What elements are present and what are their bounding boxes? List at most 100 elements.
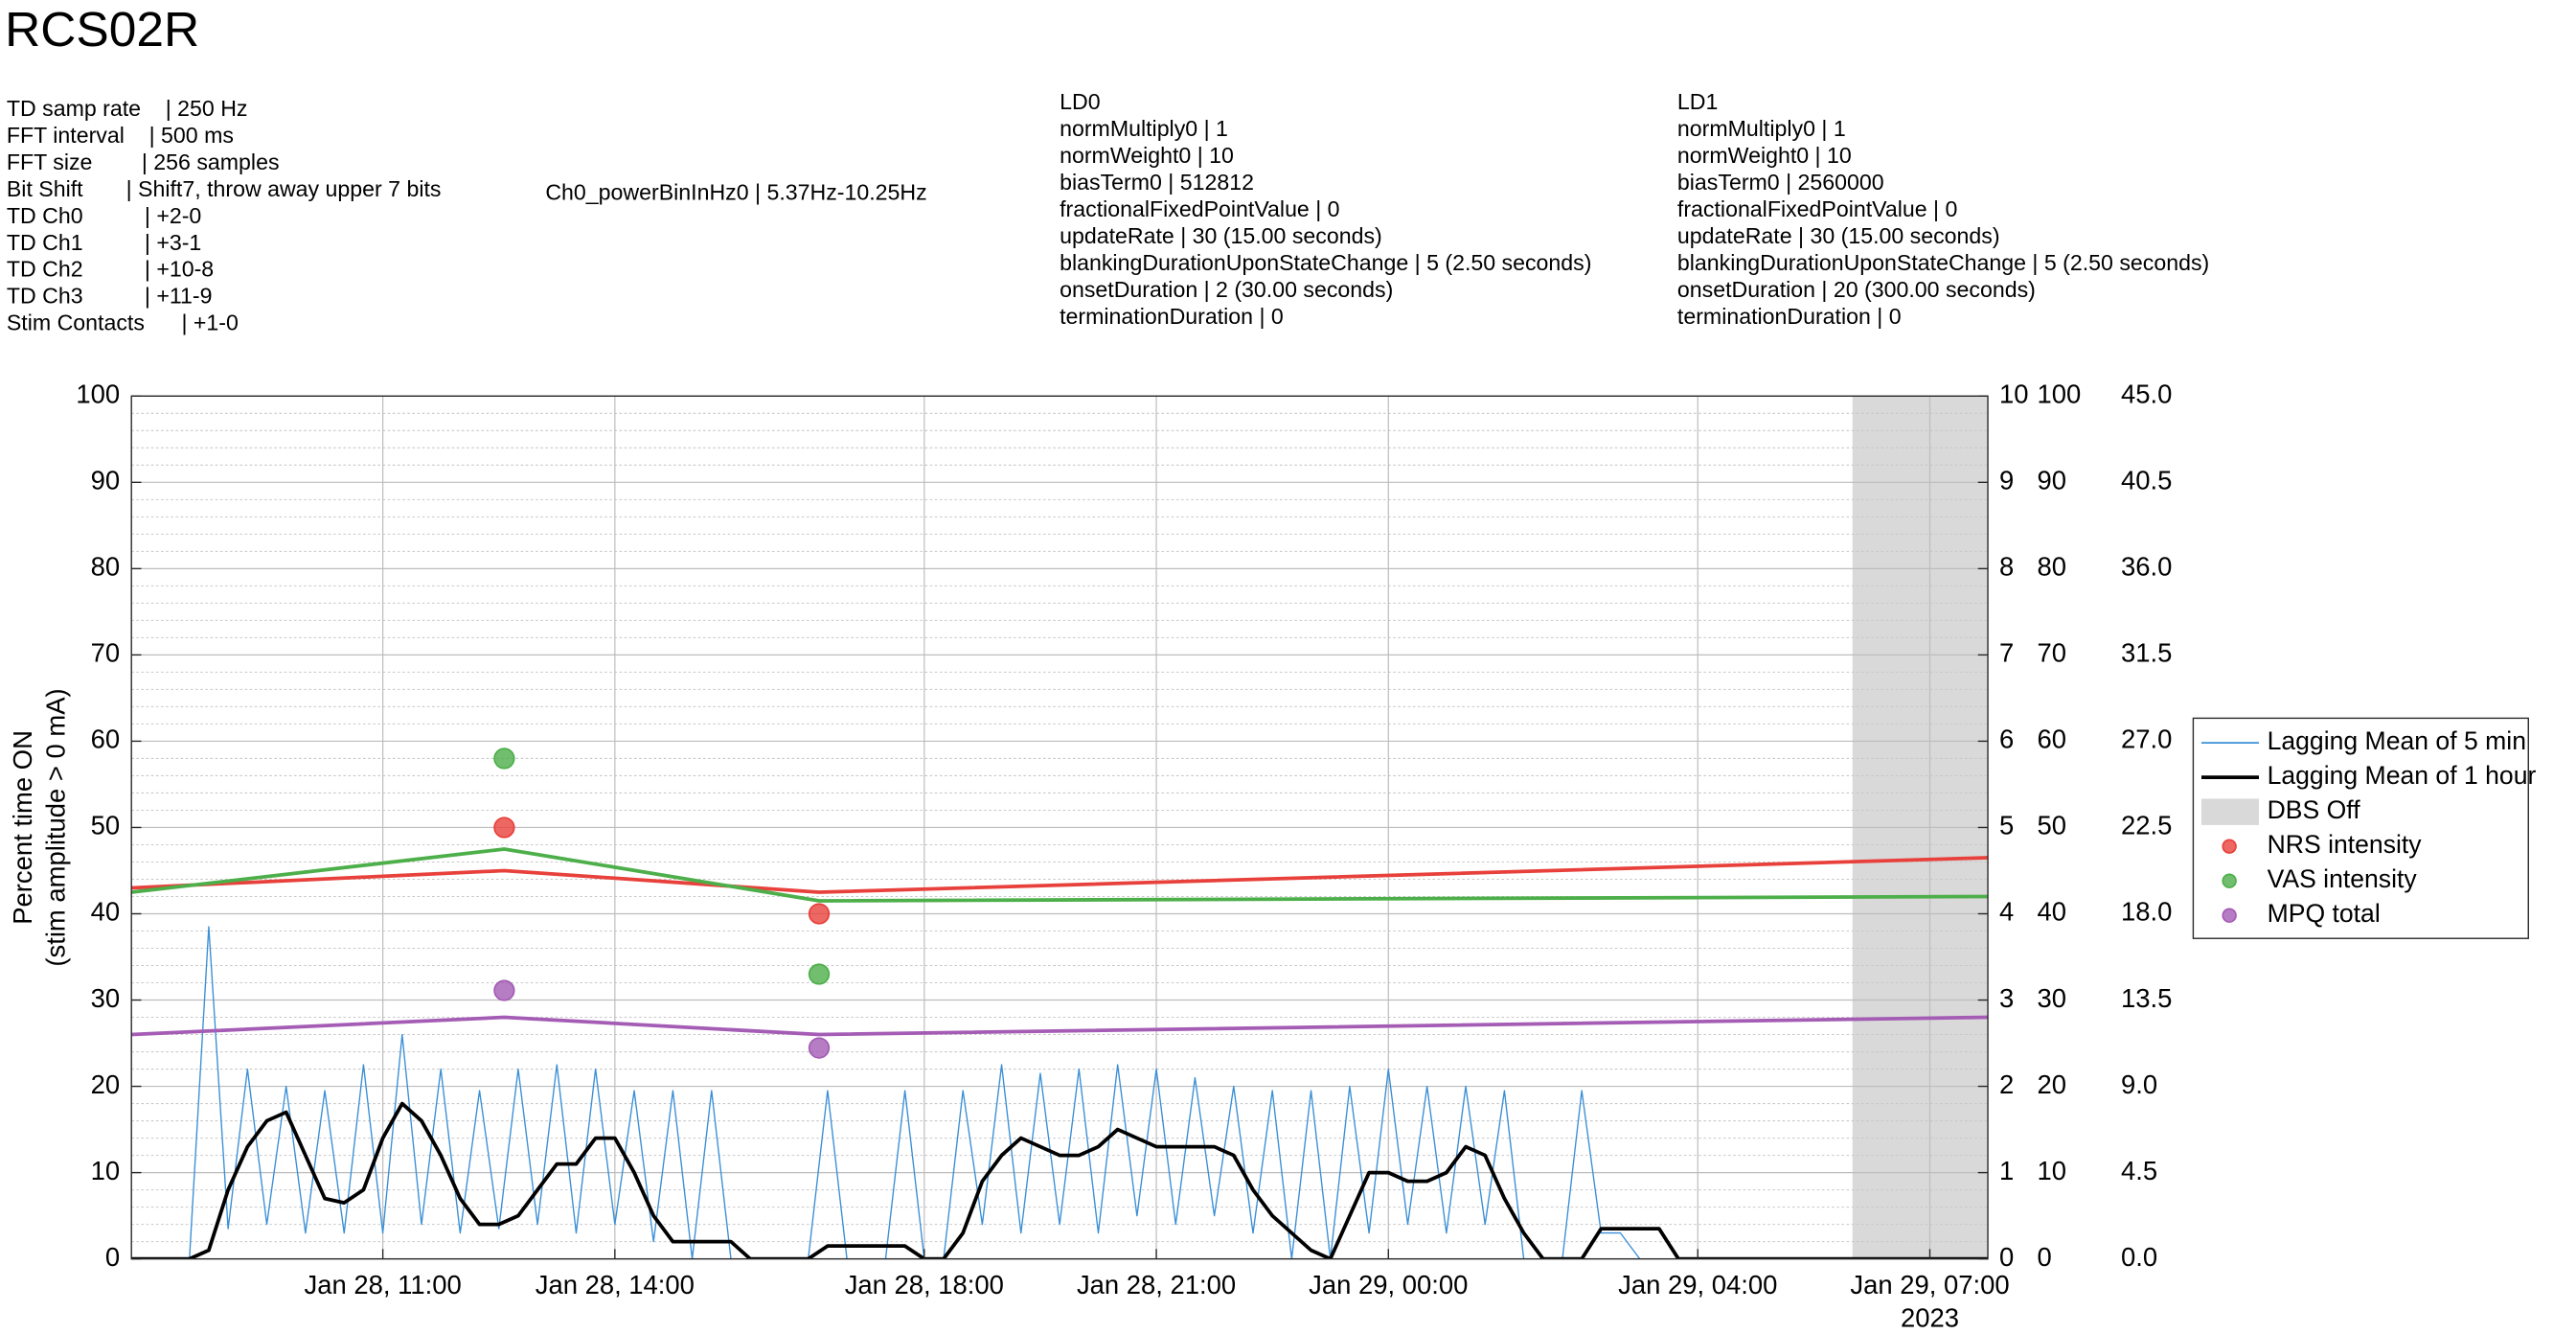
trend-line: [131, 847, 1989, 903]
y-axis-label: (stim amplitude > 0 mA): [40, 688, 70, 966]
trend-line: [131, 1015, 1989, 1037]
info-line: updateRate | 30 (15.00 seconds): [1677, 223, 2000, 248]
y2-tick-label: 8: [1999, 552, 2014, 582]
y3-tick-label: 100: [2038, 380, 2082, 409]
legend-label: DBS Off: [2268, 795, 2361, 824]
info-line: LD1: [1677, 89, 1718, 114]
info-line: normMultiply0 | 1: [1677, 116, 1846, 141]
chart-title: RCS02R: [5, 1, 199, 57]
legend-label: NRS intensity: [2268, 830, 2423, 859]
legend-swatch: [2222, 908, 2237, 923]
y4-tick-label: 36.0: [2121, 552, 2172, 582]
x-tick-label: Jan 29, 00:00: [1309, 1270, 1468, 1300]
y4-tick-label: 13.5: [2121, 983, 2172, 1013]
y-tick-label: 10: [91, 1156, 121, 1185]
legend-swatch: [2200, 798, 2260, 825]
y-tick-label: 100: [76, 380, 120, 409]
y3-tick-label: 40: [2038, 897, 2067, 927]
y3-tick-label: 20: [2038, 1070, 2067, 1099]
line: [131, 1101, 1989, 1259]
x-axis-note: 2023: [1901, 1302, 1959, 1332]
info-line: TD Ch3 | +11-9: [7, 284, 213, 309]
x-tick-label: Jan 28, 18:00: [845, 1270, 1004, 1300]
y2-tick-label: 6: [1999, 724, 2014, 754]
y4-tick-label: 22.5: [2121, 811, 2172, 840]
y3-tick-label: 80: [2038, 552, 2067, 582]
y4-tick-label: 27.0: [2121, 724, 2172, 754]
y2-tick-label: 0: [1999, 1242, 2014, 1272]
info-line: terminationDuration | 0: [1060, 304, 1284, 329]
info-line: biasTerm0 | 2560000: [1677, 170, 1884, 195]
scatter-point: [493, 979, 515, 1001]
y-tick-label: 70: [91, 638, 121, 668]
scatter-point: [493, 748, 515, 770]
y-tick-label: 60: [91, 724, 121, 754]
y4-tick-label: 40.5: [2121, 466, 2172, 495]
info-line: Bit Shift | Shift7, throw away upper 7 b…: [7, 176, 442, 201]
legend-swatch: [2222, 873, 2237, 888]
trend-line: [131, 856, 1989, 894]
info-line: TD Ch2 | +10-8: [7, 257, 214, 282]
info-line: terminationDuration | 0: [1677, 304, 1902, 329]
info-line: onsetDuration | 20 (300.00 seconds): [1677, 277, 2036, 302]
info-line: blankingDurationUponStateChange | 5 (2.5…: [1677, 250, 2209, 275]
info-line: TD Ch0 | +2-0: [7, 203, 201, 228]
y3-tick-label: 30: [2038, 983, 2067, 1013]
y-tick-label: 80: [91, 552, 121, 582]
scatter-point: [808, 1037, 831, 1059]
info-line: TD samp rate | 250 Hz: [7, 96, 248, 121]
y4-tick-label: 4.5: [2121, 1156, 2157, 1185]
legend-label: Lagging Mean of 1 hour: [2268, 761, 2537, 790]
info-line: Stim Contacts | +1-0: [7, 310, 239, 335]
legend-label: MPQ total: [2268, 899, 2381, 928]
scatter-point: [808, 903, 831, 925]
y2-tick-label: 5: [1999, 811, 2014, 840]
x-tick-label: Jan 28, 14:00: [536, 1270, 695, 1300]
info-line: FFT interval | 500 ms: [7, 123, 234, 148]
y4-tick-label: 18.0: [2121, 897, 2172, 927]
line: [131, 926, 1989, 1259]
y3-tick-label: 70: [2038, 638, 2067, 668]
y3-tick-label: 0: [2038, 1242, 2052, 1272]
info-line: biasTerm0 | 512812: [1060, 170, 1254, 195]
scatter-point: [493, 816, 515, 839]
info-line: fractionalFixedPointValue | 0: [1677, 196, 1957, 221]
y4-tick-label: 9.0: [2121, 1070, 2157, 1099]
info-line: fractionalFixedPointValue | 0: [1060, 196, 1339, 221]
info-line: normWeight0 | 10: [1677, 143, 1852, 168]
info-line: FFT size | 256 samples: [7, 150, 280, 174]
y2-tick-label: 3: [1999, 983, 2014, 1013]
y3-tick-label: 90: [2038, 466, 2067, 495]
y-tick-label: 20: [91, 1070, 121, 1099]
legend-box: [2192, 717, 2529, 939]
series-layer: [131, 748, 1989, 1259]
y4-tick-label: 0.0: [2121, 1242, 2157, 1272]
y2-tick-label: 4: [1999, 897, 2014, 927]
x-tick-label: Jan 29, 07:00: [1850, 1270, 2009, 1300]
info-line: normMultiply0 | 1: [1060, 116, 1228, 141]
y-tick-label: 50: [91, 811, 121, 840]
scatter-point: [808, 963, 831, 985]
info-line: Ch0_powerBinInHz0 | 5.37Hz-10.25Hz: [545, 179, 926, 204]
y-axis-label: Percent time ON: [8, 730, 37, 925]
y2-tick-label: 2: [1999, 1070, 2014, 1099]
y3-tick-label: 60: [2038, 724, 2067, 754]
y-tick-label: 30: [91, 983, 121, 1013]
y2-tick-label: 10: [1999, 380, 2029, 409]
x-tick-label: Jan 28, 21:00: [1077, 1270, 1236, 1300]
y3-tick-label: 10: [2038, 1156, 2067, 1185]
info-line: blankingDurationUponStateChange | 5 (2.5…: [1060, 250, 1591, 275]
plot-area: 0102030405060708090100012345678910010203…: [8, 380, 2172, 1333]
info-line: LD0: [1060, 89, 1100, 114]
legend-swatch: [2222, 839, 2237, 854]
x-tick-label: Jan 28, 11:00: [305, 1270, 462, 1300]
legend-label: VAS intensity: [2268, 864, 2418, 893]
y2-tick-label: 1: [1999, 1156, 2014, 1185]
legend-label: Lagging Mean of 5 min: [2268, 726, 2526, 755]
legend: Lagging Mean of 5 min Lagging Mean of 1 h…: [2192, 717, 2537, 939]
info-line: TD Ch1 | +3-1: [7, 230, 201, 255]
x-tick-label: Jan 29, 04:00: [1618, 1270, 1777, 1300]
y2-tick-label: 7: [1999, 638, 2014, 668]
